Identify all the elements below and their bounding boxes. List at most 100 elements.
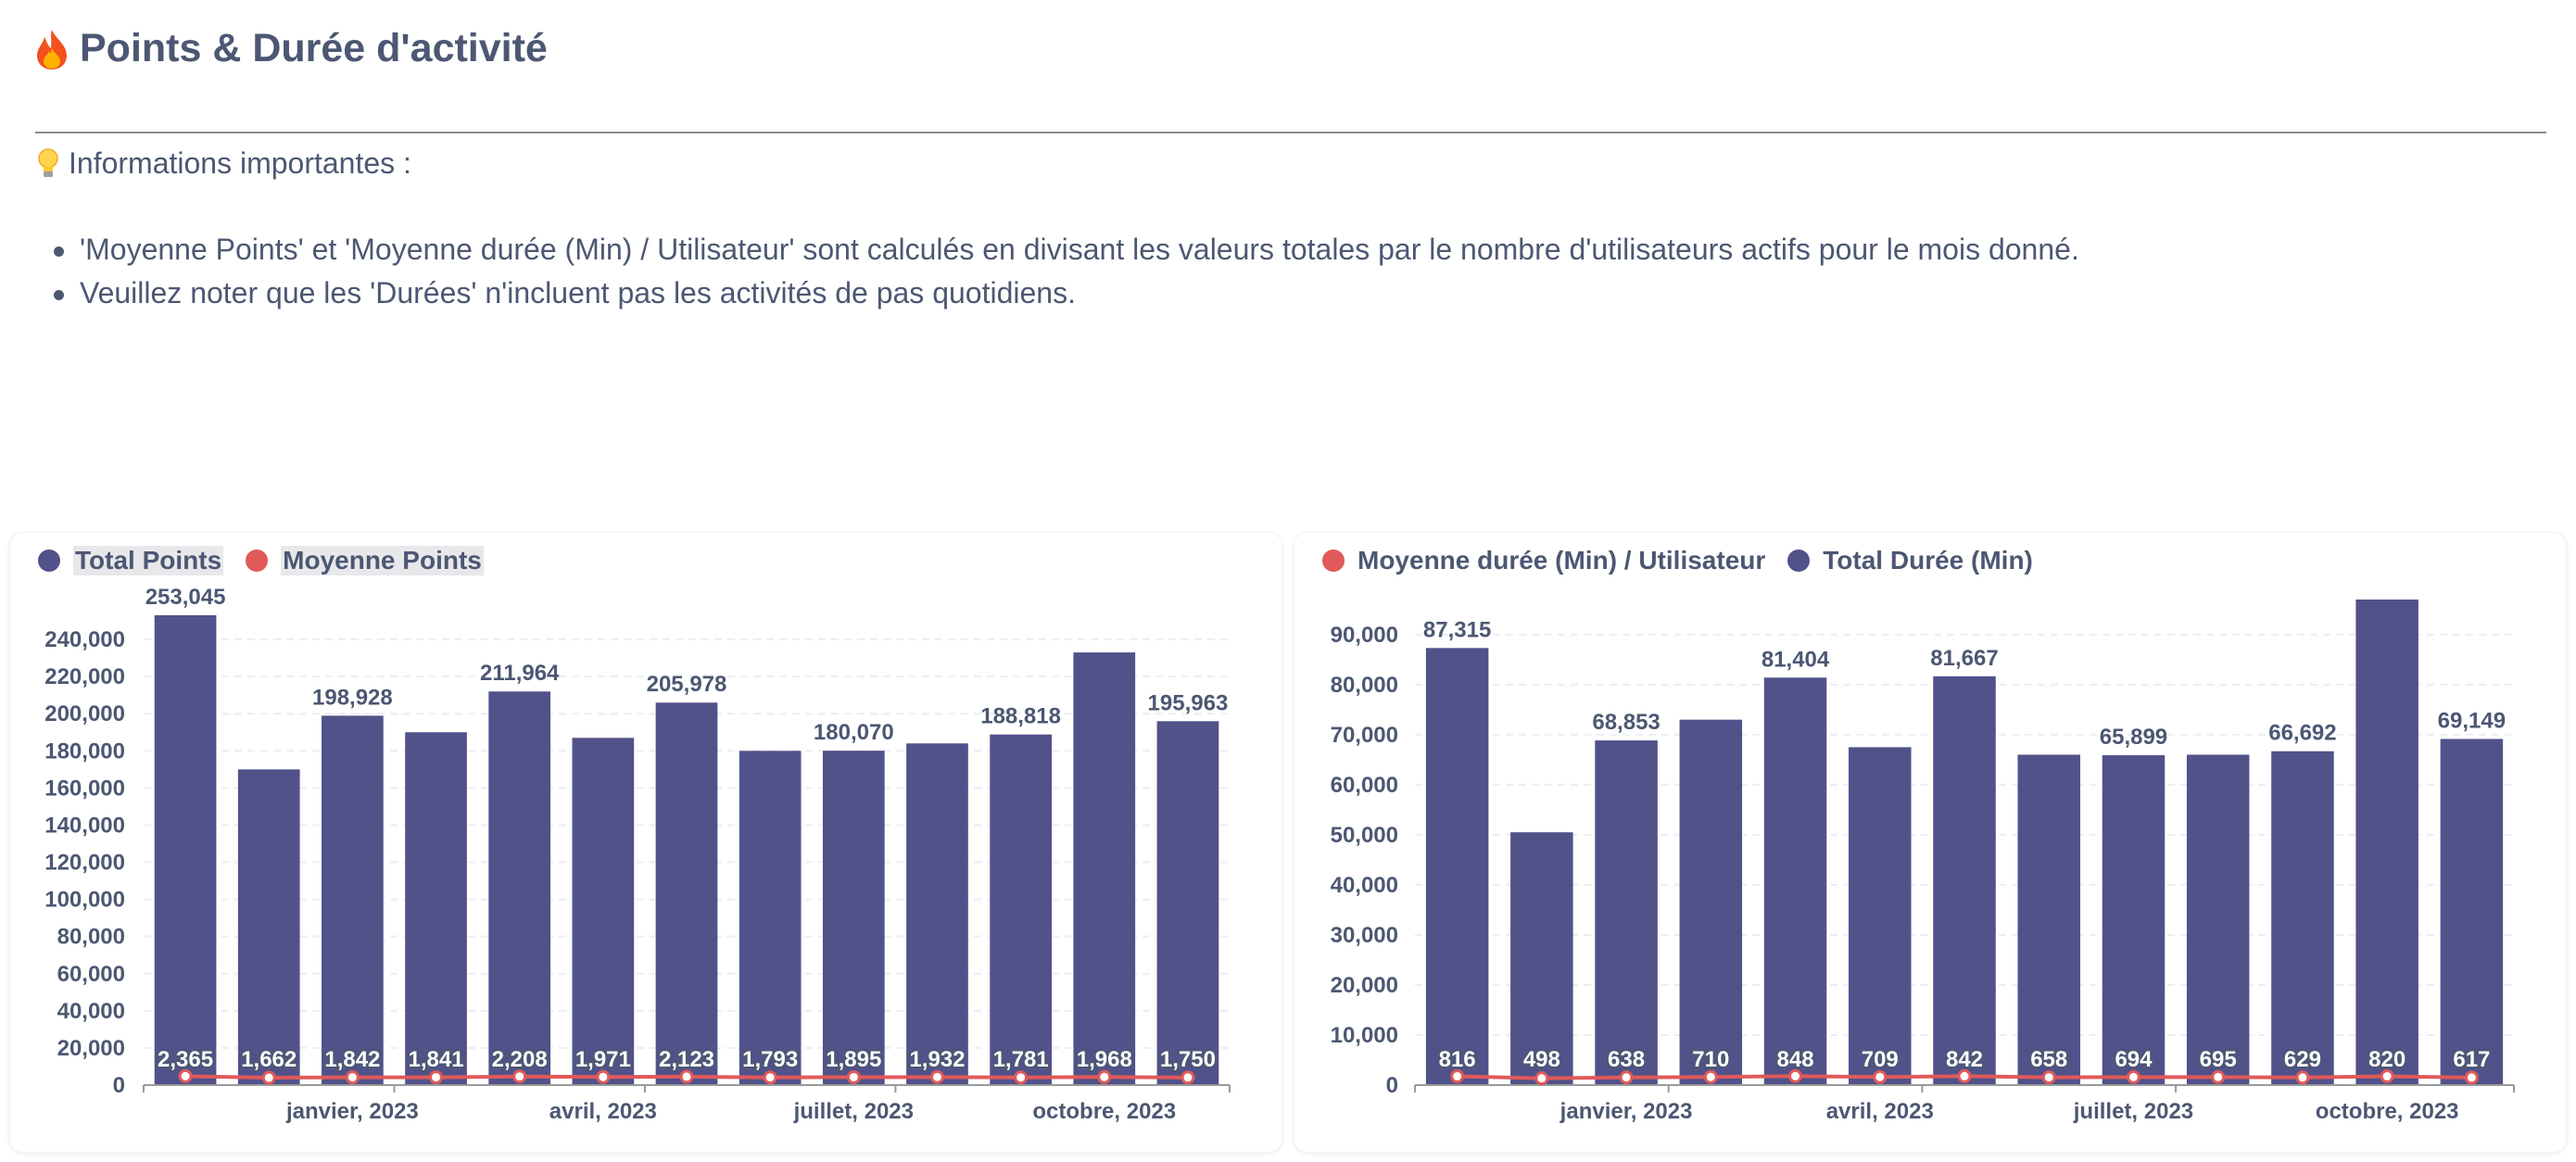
line-data-label: 1,968 [1077,1047,1132,1072]
bar-data-label: 81,404 [1762,647,1830,672]
x-tick-label: janvier, 2023 [285,1099,419,1124]
line-data-label: 2,208 [492,1047,548,1072]
line-point [1534,1071,1549,1086]
line-point [679,1069,694,1084]
y-tick-label: 200,000 [44,701,125,726]
line-data-label: 820 [2368,1047,2406,1072]
points-chart: 0 20,000 40,000 60,000 80,000 100,000 120,000 1… [44,585,1231,1124]
y-tick-label: 40,000 [1331,873,1398,898]
line-point [2295,1070,2310,1085]
bar [405,732,467,1085]
line-data-label: 816 [1439,1047,1476,1072]
bar-data-label: 81,667 [1930,646,1998,671]
points-chart-card: Total Points Moyenne Points 0 20,000 40,00… [9,532,1282,1153]
bar [2271,751,2334,1085]
legend-dot [246,549,269,572]
page-title-text: Points & Durée d'activité [80,26,548,70]
bar [1849,747,1912,1085]
line-data-label: 709 [1862,1047,1899,1072]
line-data-label: 1,841 [409,1047,464,1072]
line-data-label: 1,793 [742,1047,798,1072]
line-data-label: 1,971 [575,1047,631,1072]
line-point [178,1068,193,1083]
chart-legend: Total Points Moyenne Points [38,546,484,575]
line-point [1957,1068,1972,1083]
bar-data-label: 65,899 [2100,725,2167,750]
x-tick-label: avril, 2023 [1826,1099,1934,1124]
line-point [2464,1070,2479,1085]
y-tick-label: 20,000 [57,1036,125,1061]
y-tick-label: 160,000 [44,776,125,801]
bar-data-label: 180,070 [814,720,894,745]
line-point [2211,1069,2226,1084]
line-data-label: 498 [1523,1047,1560,1072]
line-point [1450,1069,1465,1084]
legend-label: Moyenne Points [281,546,484,575]
y-tick-label: 50,000 [1331,823,1398,848]
y-tick-label: 20,000 [1331,973,1398,998]
duree-chart-card: Moyenne durée (Min) / Utilisateur Total … [1294,532,2567,1153]
legend-dot [38,549,60,572]
line-point [512,1069,527,1084]
y-tick-label: 80,000 [57,925,125,950]
info-bullet: 'Moyenne Points' et 'Moyenne durée (Min)… [48,228,2079,272]
x-tick-label: avril, 2023 [549,1099,657,1124]
info-heading-text: Informations importantes : [69,146,411,180]
bar-data-label: 68,853 [1592,710,1660,735]
bar [322,715,384,1085]
legend-item-total-points[interactable]: Total Points [38,546,224,575]
y-tick-label: 60,000 [57,962,125,987]
info-heading: Informations importantes : [35,146,411,181]
line-data-label: 2,123 [659,1047,714,1072]
line-data-label: 1,842 [324,1047,380,1072]
legend-label: Total Points [73,546,224,575]
bar [2355,600,2418,1085]
bar [1595,740,1658,1085]
legend-item-moyenne-duree[interactable]: Moyenne durée (Min) / Utilisateur [1322,546,1765,575]
bar [906,743,968,1085]
bar-data-label: 211,964 [480,661,560,686]
y-tick-label: 80,000 [1331,673,1398,698]
bar-data-label: 188,818 [980,704,1061,729]
bar [1156,721,1219,1085]
legend-dot [1787,549,1811,572]
bar [1073,652,1136,1085]
line-data-label: 710 [1692,1047,1729,1072]
bar-data-label: 87,315 [1423,617,1491,642]
bar [1425,648,1489,1085]
legend-item-total-duree[interactable]: Total Durée (Min) [1787,546,2033,575]
line-data-label: 695 [2200,1047,2237,1072]
y-tick-label: 0 [113,1073,125,1098]
y-tick-label: 220,000 [44,664,125,689]
line-point [2041,1070,2056,1085]
line-point [929,1069,944,1084]
line-point [1873,1069,1888,1084]
line-point [1097,1069,1112,1084]
y-tick-label: 40,000 [57,999,125,1024]
y-tick-label: 180,000 [44,739,125,764]
chart-legend: Moyenne durée (Min) / Utilisateur Total … [1322,546,2033,575]
legend-item-moyenne-points[interactable]: Moyenne Points [246,546,484,575]
y-tick-label: 10,000 [1331,1023,1398,1048]
line-data-label: 694 [2115,1047,2153,1072]
y-tick-label: 90,000 [1331,623,1398,648]
line-point [2380,1069,2394,1084]
bar [572,738,635,1085]
x-tick-label: octobre, 2023 [2316,1099,2459,1124]
line-data-label: 1,750 [1160,1047,1216,1072]
bar-data-label: 205,978 [647,672,727,697]
bar-data-label: 66,692 [2268,721,2336,746]
legend-label: Moyenne durée (Min) / Utilisateur [1357,546,1766,575]
line-point [1014,1070,1029,1085]
line-point [2126,1069,2140,1084]
line-point [345,1070,360,1085]
line-point [1703,1069,1718,1084]
y-tick-label: 240,000 [44,627,125,652]
y-tick-label: 30,000 [1331,923,1398,948]
bar [1510,832,1573,1085]
bar [2017,754,2080,1085]
line-point [596,1069,611,1084]
bar-data-label: 198,928 [312,685,393,710]
lightbulb-icon [38,147,58,177]
fire-icon [37,29,67,69]
